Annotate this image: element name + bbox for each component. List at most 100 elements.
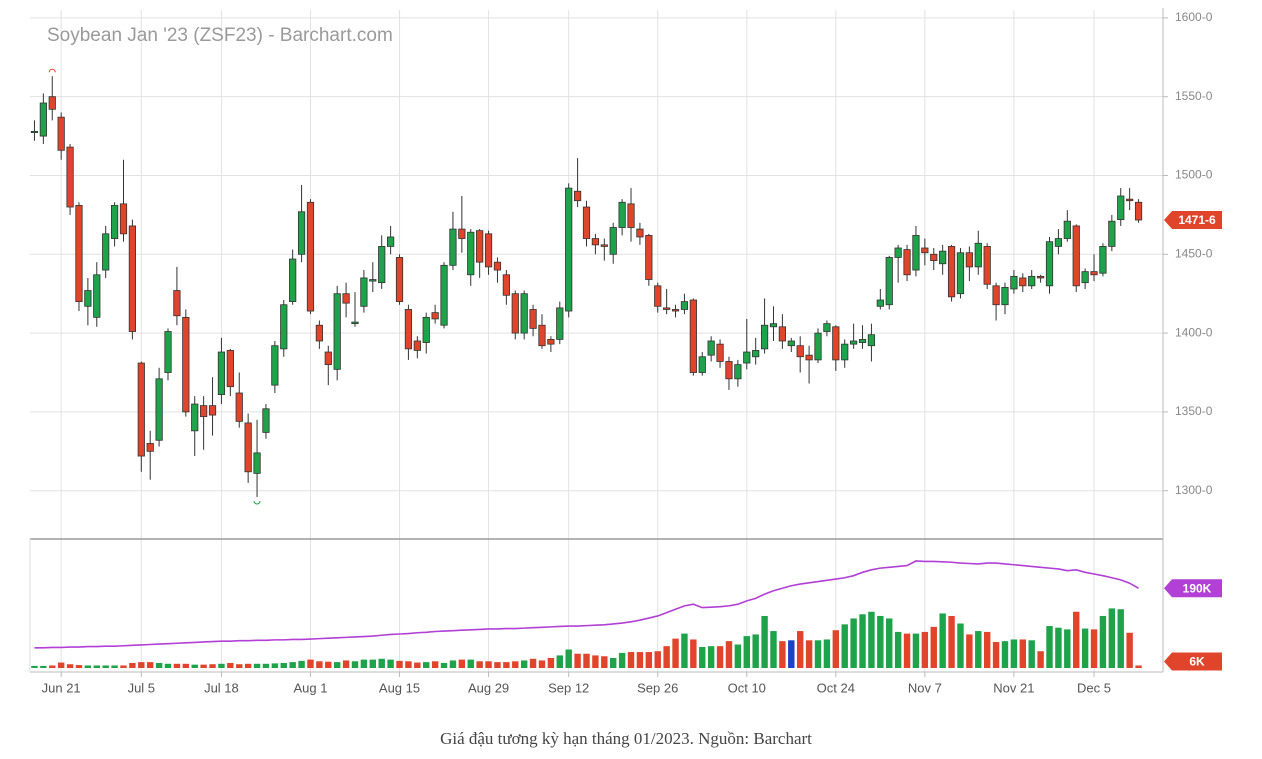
candle-body (39, 102, 47, 137)
candle-body (173, 290, 181, 317)
high-marker (48, 68, 56, 73)
volume-bar (164, 663, 172, 668)
candle-body (538, 324, 546, 347)
candle-body (707, 340, 715, 356)
open-interest-line (34, 560, 1139, 649)
candle-body (217, 351, 226, 395)
volume-bar (1135, 665, 1142, 668)
candle-body (841, 343, 849, 361)
candle-body (297, 211, 306, 255)
volume-bar (1019, 639, 1027, 668)
volume-bar (939, 613, 946, 668)
volume-bar (912, 633, 920, 668)
volume-bar (84, 665, 92, 668)
volume-bar (262, 663, 270, 668)
volume-bar (227, 662, 234, 668)
volume-bar (360, 659, 368, 668)
open-interest-tag-box (1164, 579, 1222, 598)
candle-body (146, 443, 154, 452)
candle-body (716, 343, 724, 362)
volume-bar (387, 659, 394, 668)
volume-bar (654, 651, 661, 668)
candle-body (48, 96, 56, 110)
volume-bar (449, 660, 457, 668)
candle-body (867, 334, 876, 347)
volume-bar (681, 633, 688, 668)
candle-body (565, 187, 573, 312)
volume-bar (431, 661, 439, 668)
candle-body (440, 264, 448, 326)
x-tick-label: Sep 26 (637, 680, 678, 695)
candle-body (30, 130, 39, 133)
x-tick-label: Oct 24 (817, 680, 855, 695)
volume-bar (458, 659, 466, 668)
candle-body (698, 356, 706, 373)
volume-bar (788, 640, 795, 668)
volume-bar (1099, 615, 1107, 668)
candle-body (582, 206, 591, 239)
candle-body (200, 405, 208, 418)
candle-body (449, 228, 457, 266)
volume-bar (271, 663, 279, 668)
last-close-tag-box (1164, 211, 1222, 230)
candle-body (760, 324, 769, 350)
volume-bar (663, 646, 670, 668)
candle-body (814, 332, 822, 361)
volume-bar (966, 634, 973, 668)
volume-bar (574, 653, 581, 668)
candle-body (1126, 198, 1134, 202)
volume-bar (814, 640, 822, 668)
volume-bar (307, 659, 314, 668)
candle-body (351, 321, 359, 325)
volume-bar (1001, 641, 1009, 668)
volume-bar (494, 662, 501, 668)
volume-bar (298, 660, 305, 668)
volume-bar (743, 636, 750, 668)
x-tick-label: Dec 5 (1077, 680, 1111, 695)
volume-bar (583, 653, 590, 668)
volume-bar (512, 661, 519, 668)
candle-body (609, 227, 617, 255)
candle-body (956, 252, 965, 295)
candle-body (850, 340, 858, 345)
volume-bar (138, 662, 145, 668)
volume-bar (841, 624, 848, 668)
x-tick-label: Jul 5 (128, 680, 155, 695)
volume-bar (253, 663, 261, 668)
candle-body (431, 312, 439, 320)
x-tick-label: Aug 1 (293, 680, 327, 695)
volume-bar (992, 641, 1000, 668)
caption: Giá đậu tương kỳ hạn tháng 01/2023. Nguồ… (440, 729, 812, 748)
candle-body (422, 316, 430, 343)
last-close-tag: 1471-6 (1178, 213, 1216, 227)
volume-tag-box (1164, 652, 1222, 671)
volume-bar (369, 659, 377, 668)
candle-body (832, 326, 840, 361)
volume-bar (796, 631, 804, 668)
candle-body (547, 339, 555, 345)
candle-body (57, 116, 65, 151)
volume-bar (316, 661, 323, 668)
volume-bar (111, 665, 118, 668)
candle-body (84, 290, 92, 307)
candle-body (511, 293, 519, 334)
volume-bar (707, 646, 715, 668)
volume-bar (975, 631, 982, 668)
candle-body (671, 309, 680, 312)
candle-body (1063, 220, 1071, 239)
candle-body (983, 246, 991, 285)
candle-body (333, 293, 341, 370)
volume-bar (485, 661, 492, 668)
candle-body (280, 304, 288, 350)
candle-body (520, 293, 528, 334)
candle-body (1036, 275, 1045, 279)
candle-body (573, 190, 582, 202)
candle-body (769, 323, 778, 328)
volume-bar (396, 660, 403, 668)
candle-body (654, 285, 662, 307)
candle-body (1134, 201, 1143, 221)
candle-body (155, 378, 163, 441)
candle-body (965, 252, 973, 268)
volume-bar (538, 660, 546, 668)
volume-bar (75, 665, 83, 668)
